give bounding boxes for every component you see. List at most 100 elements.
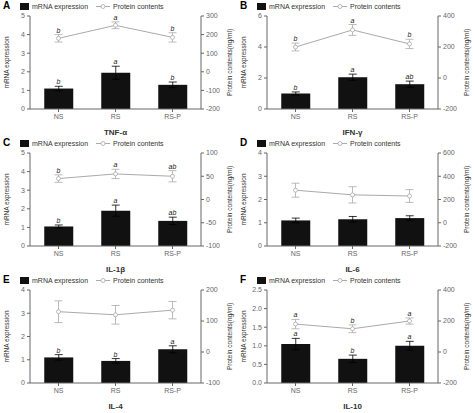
svg-text:2: 2	[21, 68, 25, 75]
svg-text:RS-P: RS-P	[164, 113, 181, 120]
svg-text:2: 2	[21, 333, 25, 340]
svg-text:-100: -100	[206, 87, 220, 94]
svg-text:Protein contents(ng/ml): Protein contents(ng/ml)	[463, 29, 466, 96]
svg-text:a: a	[114, 197, 118, 204]
svg-text:4: 4	[21, 168, 25, 175]
svg-text:0: 0	[206, 348, 210, 355]
svg-text:a: a	[114, 14, 118, 21]
svg-text:0: 0	[21, 242, 25, 249]
svg-text:200: 200	[206, 31, 218, 38]
svg-text:Protein contents(ng/ml): Protein contents(ng/ml)	[226, 29, 234, 96]
svg-text:100: 100	[206, 50, 218, 57]
svg-text:0: 0	[206, 196, 210, 203]
svg-text:mRNA expression: mRNA expression	[8, 173, 11, 225]
svg-text:RS: RS	[348, 113, 358, 120]
svg-text:b: b	[57, 167, 61, 174]
svg-text:0.5: 0.5	[252, 361, 262, 368]
svg-text:mRNA expression: mRNA expression	[240, 173, 248, 225]
svg-text:ab: ab	[169, 209, 177, 216]
svg-text:NS: NS	[54, 250, 64, 257]
svg-text:RS-P: RS-P	[164, 387, 181, 394]
svg-text:3: 3	[21, 187, 25, 194]
svg-text:400: 400	[443, 12, 455, 19]
svg-text:a: a	[351, 66, 355, 73]
svg-text:300: 300	[206, 12, 218, 19]
svg-text:Protein contents(ng/ml): Protein contents(ng/ml)	[463, 166, 466, 233]
svg-text:2: 2	[258, 196, 262, 203]
svg-text:a: a	[294, 311, 298, 318]
svg-text:IL-10: IL-10	[343, 402, 362, 411]
svg-text:Protein contents(ng/ml): Protein contents(ng/ml)	[226, 303, 234, 370]
svg-text:a: a	[408, 333, 412, 340]
svg-text:b: b	[408, 31, 412, 38]
svg-text:0: 0	[206, 68, 210, 75]
svg-text:200: 200	[206, 286, 218, 293]
svg-text:0: 0	[21, 379, 25, 386]
svg-text:-50: -50	[206, 219, 216, 226]
svg-text:a: a	[171, 338, 175, 345]
svg-text:50: 50	[206, 173, 214, 180]
svg-text:-100: -100	[206, 379, 220, 386]
svg-text:mRNA expression: mRNA expression	[240, 310, 248, 362]
svg-text:Protein contents(ng/ml): Protein contents(ng/ml)	[463, 303, 466, 370]
svg-text:RS-P: RS-P	[401, 387, 418, 394]
svg-text:RS-P: RS-P	[401, 250, 418, 257]
svg-text:-100: -100	[206, 242, 220, 249]
svg-text:b: b	[114, 351, 118, 358]
svg-text:0: 0	[443, 348, 447, 355]
svg-text:1.5: 1.5	[252, 324, 262, 331]
svg-text:400: 400	[443, 173, 455, 180]
svg-text:a: a	[294, 330, 298, 337]
svg-text:0: 0	[258, 105, 262, 112]
svg-text:IFN-γ: IFN-γ	[343, 128, 364, 137]
svg-text:mRNA expression: mRNA expression	[8, 36, 11, 88]
svg-text:0: 0	[258, 242, 262, 249]
svg-text:-200: -200	[206, 105, 220, 112]
svg-text:b: b	[351, 347, 355, 354]
svg-text:200: 200	[443, 43, 455, 50]
svg-text:NS: NS	[291, 387, 301, 394]
svg-text:RS: RS	[111, 113, 121, 120]
svg-text:5: 5	[21, 149, 25, 156]
svg-text:4: 4	[258, 43, 262, 50]
svg-text:mRNA expression: mRNA expression	[8, 310, 11, 362]
svg-text:4: 4	[258, 149, 262, 156]
svg-text:a: a	[408, 310, 412, 317]
svg-text:a: a	[114, 58, 118, 65]
svg-text:-200: -200	[443, 105, 457, 112]
svg-text:IL-6: IL-6	[345, 265, 360, 274]
svg-text:RS-P: RS-P	[164, 250, 181, 257]
svg-text:IL-1β: IL-1β	[106, 265, 125, 274]
svg-text:1: 1	[21, 87, 25, 94]
svg-text:4: 4	[21, 31, 25, 38]
svg-text:NS: NS	[291, 250, 301, 257]
svg-text:-200: -200	[443, 379, 457, 386]
svg-text:RS: RS	[111, 387, 121, 394]
svg-text:3: 3	[21, 50, 25, 57]
svg-text:b: b	[57, 217, 61, 224]
svg-text:mRNA expression: mRNA expression	[240, 36, 248, 88]
svg-text:RS-P: RS-P	[401, 113, 418, 120]
svg-text:4: 4	[21, 286, 25, 293]
svg-text:NS: NS	[54, 113, 64, 120]
svg-text:1: 1	[258, 219, 262, 226]
svg-text:200: 200	[443, 196, 455, 203]
svg-text:0: 0	[443, 219, 447, 226]
svg-text:b: b	[171, 25, 175, 32]
svg-text:b: b	[57, 27, 61, 34]
svg-text:2.5: 2.5	[252, 286, 262, 293]
svg-text:b: b	[57, 347, 61, 354]
svg-text:ab: ab	[169, 163, 177, 170]
svg-text:2.0: 2.0	[252, 305, 262, 312]
svg-text:b: b	[171, 74, 175, 81]
svg-text:1.0: 1.0	[252, 342, 262, 349]
svg-text:a: a	[351, 17, 355, 24]
svg-text:0: 0	[443, 74, 447, 81]
svg-text:RS: RS	[111, 250, 121, 257]
svg-text:3: 3	[21, 310, 25, 317]
svg-text:b: b	[294, 35, 298, 42]
svg-text:IL-4: IL-4	[108, 402, 123, 411]
svg-text:400: 400	[443, 286, 455, 293]
svg-text:RS: RS	[348, 387, 358, 394]
svg-text:3: 3	[258, 173, 262, 180]
